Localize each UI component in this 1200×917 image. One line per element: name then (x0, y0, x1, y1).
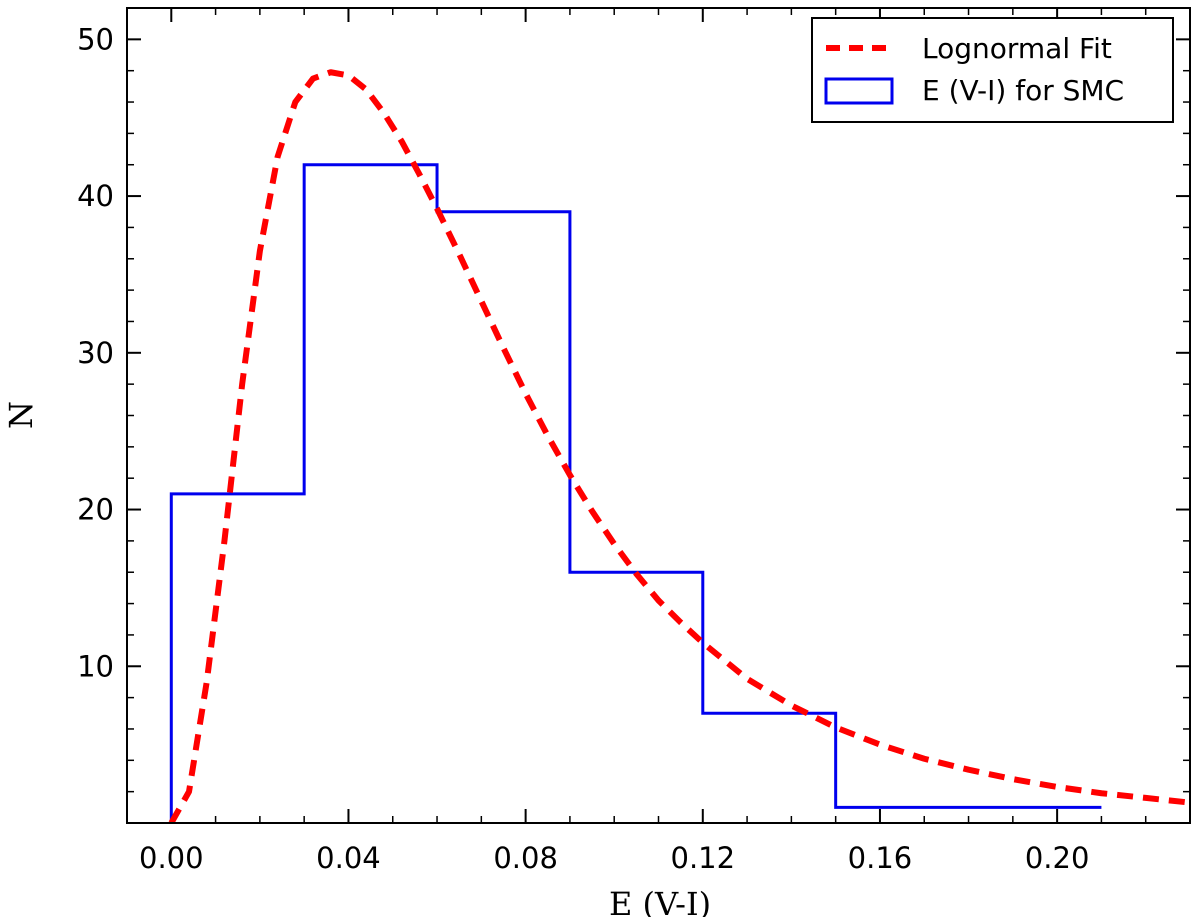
major-ticks (127, 8, 1190, 823)
legend: Lognormal Fit E (V-I) for SMC (811, 17, 1174, 123)
plot-frame (126, 7, 1191, 824)
y-tick-label: 20 (77, 493, 114, 527)
x-tick-label: 0.12 (671, 841, 736, 875)
legend-swatch-histogram (824, 77, 894, 105)
histogram-bar (437, 212, 570, 823)
x-tick-label: 0.08 (493, 841, 558, 875)
histogram-bar (703, 713, 836, 823)
y-tick-label: 10 (77, 649, 114, 683)
y-tick-label: 40 (77, 179, 114, 213)
y-tick-label: 30 (77, 336, 114, 370)
x-tick-label: 0.16 (848, 841, 913, 875)
histogram-bar (836, 807, 1102, 823)
y-axis-title: N (2, 401, 40, 429)
legend-label-lognormal-fit: Lognormal Fit (922, 32, 1112, 65)
legend-box (811, 17, 1174, 123)
x-tick-label: 0.00 (139, 841, 204, 875)
x-axis-title: E (V-I) (609, 885, 711, 917)
y-tick-labels: 10 20 30 40 50 (77, 22, 114, 683)
histogram-outline (169, 163, 1102, 823)
legend-label-histogram: E (V-I) for SMC (922, 74, 1124, 107)
x-tick-label: 0.20 (1025, 841, 1090, 875)
histogram-bar (570, 572, 703, 823)
x-tick-labels: 0.00 0.04 0.08 0.12 0.16 0.20 (139, 841, 1089, 875)
x-tick-label: 0.04 (316, 841, 381, 875)
histogram-bar (304, 165, 437, 823)
y-tick-label: 50 (77, 22, 114, 56)
